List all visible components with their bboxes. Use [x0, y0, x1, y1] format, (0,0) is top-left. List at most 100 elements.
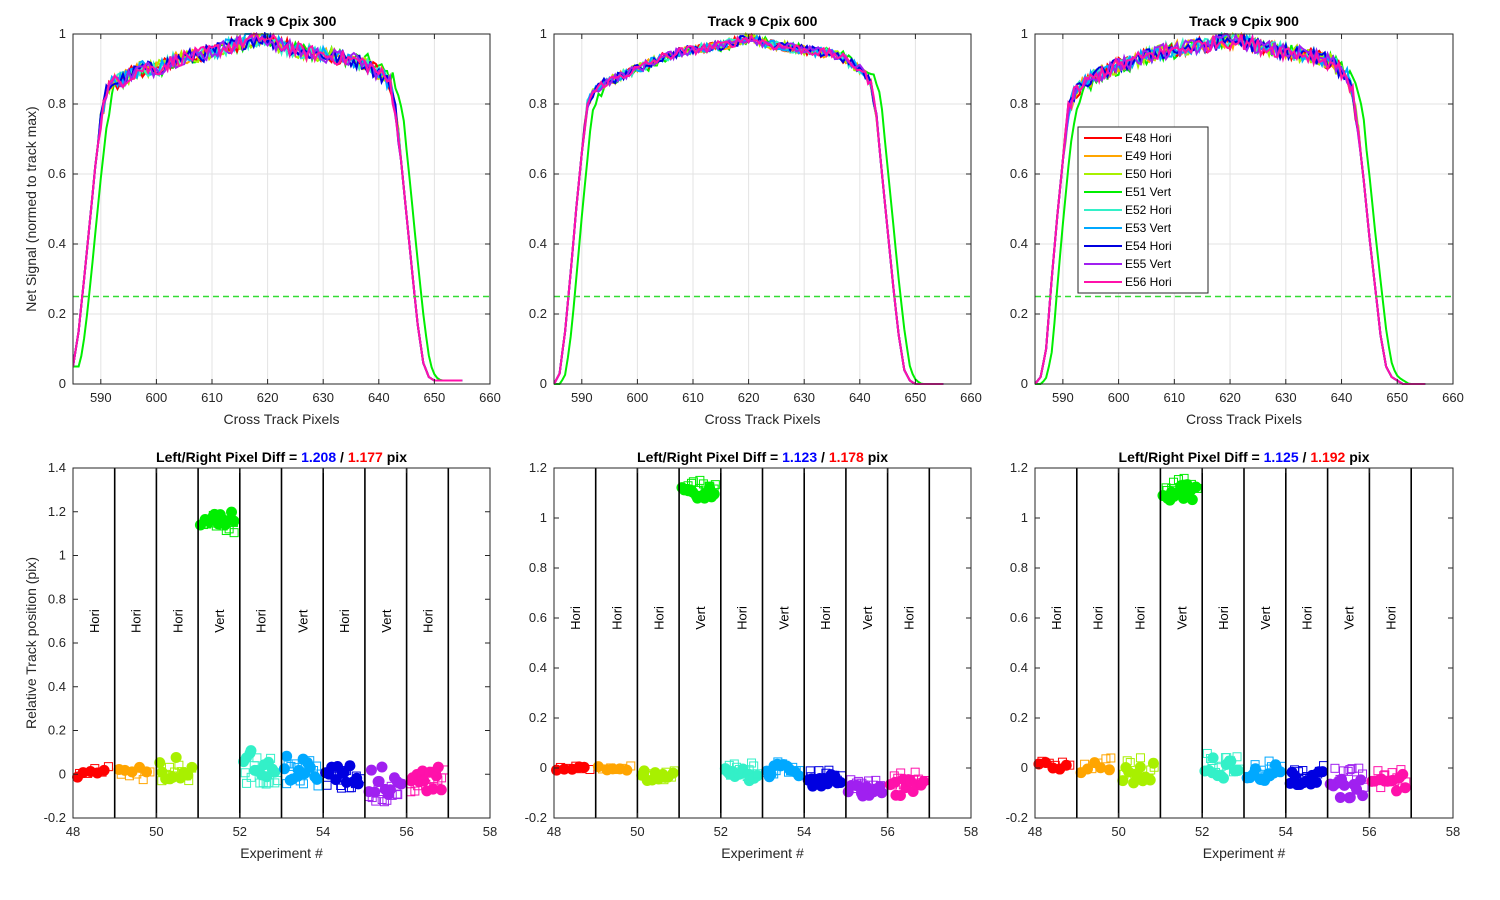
point-E54-filled — [835, 777, 847, 789]
legend-entry: E50 Hori — [1125, 167, 1172, 181]
orientation-label: Vert — [212, 609, 227, 633]
point-E56-filled — [1399, 782, 1411, 794]
point-E53-open — [283, 759, 293, 769]
point-E48-open — [103, 762, 113, 772]
y-tick-label: 1.2 — [48, 504, 66, 519]
point-E50-filled — [167, 771, 179, 783]
x-tick-label: 600 — [627, 390, 649, 405]
point-E52-open — [747, 758, 757, 768]
legend-entry: E53 Vert — [1125, 221, 1172, 235]
plot-background — [73, 34, 490, 384]
y-tick-label: 0.6 — [529, 610, 547, 625]
point-E54-filled — [822, 778, 834, 790]
point-E50-open — [174, 760, 184, 770]
point-E55-filled — [1355, 774, 1367, 786]
x-tick-label: 48 — [547, 824, 561, 839]
point-E54-filled — [344, 760, 356, 772]
point-E52-open — [1232, 752, 1242, 762]
point-E49-open — [626, 761, 636, 771]
y-tick-label: 1 — [1021, 26, 1028, 41]
point-E52-filled — [245, 745, 257, 757]
x-tick-label: 620 — [738, 390, 760, 405]
orientation-label: Vert — [776, 606, 791, 630]
point-E52-filled — [751, 770, 763, 782]
orientation-label: Vert — [860, 606, 875, 630]
y-tick-label: 0.8 — [529, 560, 547, 575]
legend-entry: E52 Hori — [1125, 203, 1172, 217]
point-E51-filled — [708, 488, 720, 500]
orientation-label: Hori — [818, 606, 833, 630]
axes-box — [1034, 33, 1454, 385]
plot-background — [554, 34, 971, 384]
y-tick-label: 0 — [540, 376, 547, 391]
x-tick-label: 48 — [1028, 824, 1042, 839]
pixel-diff-title: Left/Right Pixel Diff = 1.208 / 1.177 pi… — [156, 449, 407, 465]
point-E52-open — [266, 753, 276, 763]
pixel-diff-left: 1.123 — [782, 449, 817, 465]
x-tick-label: 48 — [66, 824, 80, 839]
x-tick-label: 590 — [90, 390, 112, 405]
legend-entry: E48 Hori — [1125, 131, 1172, 145]
point-E53-filled — [765, 768, 777, 780]
point-E55-filled — [876, 787, 888, 799]
point-E50-filled — [1134, 761, 1146, 773]
point-E56-filled — [894, 790, 906, 802]
point-E53-filled — [1274, 766, 1286, 778]
y-tick-label: 0.6 — [529, 166, 547, 181]
y-tick-label: 1 — [1021, 510, 1028, 525]
x-tick-label: 640 — [849, 390, 871, 405]
pixel-diff-prefix: Left/Right Pixel Diff = — [156, 449, 301, 465]
point-E53-filled — [311, 773, 323, 785]
scatter-points — [551, 475, 930, 802]
point-E52-filled — [1225, 755, 1237, 767]
point-E55-open — [396, 779, 406, 789]
orientation-label: Vert — [1258, 606, 1273, 630]
point-E55-open — [1330, 763, 1340, 773]
y-axis-label: Net Signal (normed to track max) — [23, 106, 39, 311]
pixel-diff-prefix: Left/Right Pixel Diff = — [637, 449, 782, 465]
y-tick-label: 0.4 — [1010, 236, 1028, 251]
point-E50-open — [1149, 762, 1159, 772]
profile-lines — [73, 32, 463, 382]
point-E55-filled — [1338, 779, 1350, 791]
x-tick-label: 610 — [201, 390, 223, 405]
y-tick-label: -0.2 — [525, 810, 547, 825]
y-tick-label: 0.6 — [1010, 166, 1028, 181]
point-E56-filled — [1391, 785, 1403, 797]
point-E52-filled — [269, 766, 281, 778]
x-tick-label: 600 — [146, 390, 168, 405]
x-axis-label: Cross Track Pixels — [224, 411, 340, 427]
profile-line-E56 — [554, 34, 944, 385]
axes-box — [553, 33, 972, 385]
pixel-diff-sep: / — [817, 449, 829, 465]
point-E56-filled — [1397, 768, 1409, 780]
pixel-diff-right: 1.177 — [348, 449, 383, 465]
point-E55-open — [1339, 766, 1349, 776]
x-tick-label: 58 — [964, 824, 978, 839]
point-E55-filled — [1334, 791, 1346, 803]
x-tick-label: 660 — [1442, 390, 1464, 405]
point-E49-filled — [1103, 764, 1115, 776]
y-tick-label: -0.2 — [44, 810, 66, 825]
x-tick-label: 650 — [905, 390, 927, 405]
point-E49-filled — [141, 766, 153, 778]
x-tick-label: 56 — [1362, 824, 1376, 839]
x-tick-label: 640 — [368, 390, 390, 405]
pixel-diff-right: 1.192 — [1310, 449, 1345, 465]
y-tick-label: 1.2 — [529, 460, 547, 475]
point-E55-filled — [365, 764, 377, 776]
point-E53-filled — [281, 750, 293, 762]
point-E52-filled — [1217, 772, 1229, 784]
x-tick-label: 630 — [312, 390, 334, 405]
y-tick-label: 0.2 — [48, 306, 66, 321]
orientation-label: Hori — [610, 606, 625, 630]
y-tick-label: 0.4 — [529, 236, 547, 251]
pixel-diff-suffix: pix — [383, 449, 407, 465]
y-tick-label: 0.2 — [48, 723, 66, 738]
orientation-label: Hori — [337, 609, 352, 633]
orientation-label: Vert — [1342, 606, 1357, 630]
point-E52-open — [240, 768, 250, 778]
panel-title: Track 9 Cpix 600 — [708, 13, 818, 29]
point-E52-open — [270, 778, 280, 788]
